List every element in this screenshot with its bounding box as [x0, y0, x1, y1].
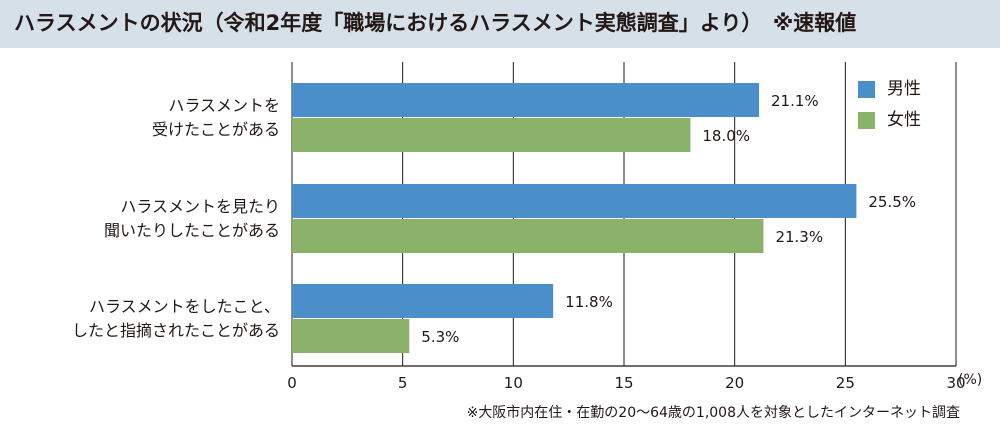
category-label-0: ハラスメントを受けたことがある [152, 94, 280, 142]
x-tick-label-30: 30 [946, 374, 965, 392]
bar-male-1 [292, 184, 857, 218]
category-label-line: 受けたことがある [151, 119, 280, 139]
footnote: ※大阪市内在住・在勤の20〜64歳の1,008人を対象としたインターネット調査 [466, 405, 960, 421]
x-tick-label-25: 25 [836, 374, 855, 392]
data-label-female-0: 18.0% [702, 127, 750, 145]
bar-male-2 [292, 284, 554, 318]
legend-swatch-male [858, 80, 875, 98]
category-label-line: ハラスメントを見たり [120, 196, 280, 216]
x-tick-label-15: 15 [614, 374, 633, 392]
x-tick-label-20: 20 [725, 374, 744, 392]
bar-female-2 [292, 319, 410, 353]
x-tick-label-5: 5 [398, 374, 408, 392]
bar-female-1 [292, 219, 764, 253]
category-label-2: ハラスメントをしたこと、したと指摘されたことがある [72, 295, 280, 343]
x-tick-label-0: 0 [287, 374, 297, 392]
legend-swatch-female [858, 111, 875, 129]
legend: 男性 女性 [858, 78, 921, 140]
legend-label-female: 女性 [887, 110, 921, 130]
category-label-line: したと指摘されたことがある [71, 320, 280, 340]
data-label-female-1: 21.3% [775, 228, 823, 246]
legend-item-female: 女性 [858, 109, 921, 131]
category-label-line: ハラスメントをしたこと、 [88, 296, 280, 316]
data-label-male-2: 11.8% [565, 293, 613, 311]
bar-male-0 [292, 83, 760, 117]
category-label-line: ハラスメントを [168, 95, 280, 115]
chart-title: ハラスメントの状況（令和2年度「職場におけるハラスメント実態調査」より） ※速報… [14, 11, 857, 35]
x-tick-label-10: 10 [504, 374, 523, 392]
legend-item-male: 男性 [858, 78, 921, 100]
title-bar: ハラスメントの状況（令和2年度「職場におけるハラスメント実態調査」より） ※速報… [0, 0, 1000, 48]
data-label-male-0: 21.1% [771, 92, 819, 110]
data-label-female-2: 5.3% [421, 328, 459, 346]
x-axis-unit: (%) [958, 372, 983, 388]
category-label-line: 聞いたりしたことがある [103, 220, 280, 240]
bar-female-0 [292, 118, 691, 152]
category-label-1: ハラスメントを見たり聞いたりしたことがある [104, 195, 280, 243]
legend-label-male: 男性 [887, 79, 921, 99]
data-label-male-1: 25.5% [868, 193, 916, 211]
